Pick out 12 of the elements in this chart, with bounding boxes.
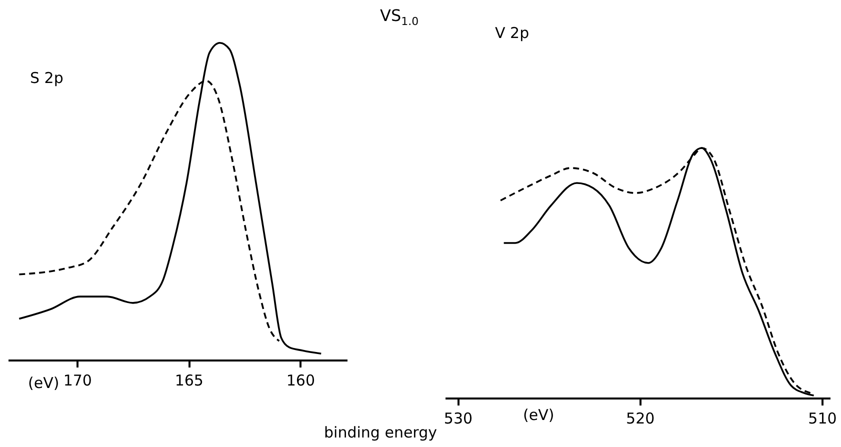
x-tick-label: 160 (286, 372, 315, 390)
text: V 2p (495, 24, 530, 42)
chart-title: VS$_{1.0}$ (380, 6, 419, 28)
annotation: S 2p (30, 69, 64, 87)
text: (eV) (523, 406, 554, 424)
x-tick-label: 165 (174, 372, 204, 390)
x-axis-title: binding energy (324, 424, 438, 442)
text: (eV) (28, 374, 60, 392)
x-tick-label: 520 (626, 410, 655, 428)
x-tick-label: 510 (808, 410, 837, 428)
x-tick-label: 530 (444, 410, 473, 428)
x-tick-label: 170 (63, 372, 92, 390)
